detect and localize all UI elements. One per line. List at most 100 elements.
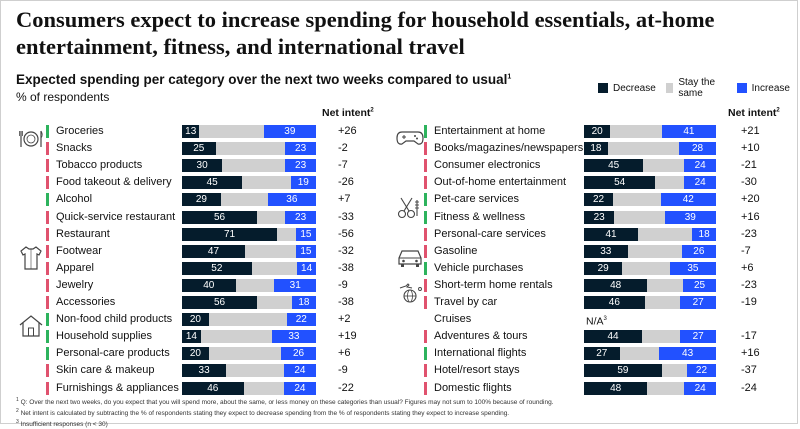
bar-segment-decrease: 20 — [584, 125, 611, 138]
row-label: Groceries — [56, 125, 104, 137]
bar-row: International flights 27 43 +16 — [424, 346, 781, 361]
bar-segment-same — [607, 142, 680, 156]
net-intent-value: -9 — [338, 278, 348, 291]
data-label-decrease: 29 — [195, 194, 207, 206]
row-label: Apparel — [56, 261, 94, 274]
legend-swatch-increase — [736, 83, 747, 93]
row-label: Short-term home rentals — [434, 278, 553, 291]
bar-segment-same — [244, 244, 296, 258]
bar-segment-increase: 23 — [285, 142, 316, 156]
bar-segment-same — [199, 125, 264, 138]
food-icon — [19, 130, 43, 147]
bar-segment-same — [251, 261, 298, 275]
data-label-increase: 23 — [295, 211, 307, 223]
bar-segment-increase: 24 — [684, 381, 716, 395]
bar-row: Household supplies 14 33 +19 — [46, 329, 378, 344]
bar-segment-increase: 23 — [285, 159, 316, 173]
net-intent-value: -23 — [741, 278, 757, 291]
net-intent-value: -9 — [338, 364, 348, 377]
footnote-1: 1 Q: Over the next two weeks, do you exp… — [16, 396, 554, 407]
bar-segment-decrease: 29 — [182, 193, 221, 207]
bar-segment-decrease: 20 — [182, 347, 209, 361]
row-label: Quick-service restaurant — [56, 210, 176, 223]
row-label: Fitness & wellness — [434, 210, 526, 223]
bar-row: Tobacco products 30 23 -7 — [46, 158, 378, 173]
bar-segment-decrease: 54 — [584, 176, 656, 190]
stacked-bar: 25 23 — [182, 142, 316, 156]
data-label-increase: 19 — [297, 177, 309, 189]
data-label-decrease: 41 — [605, 228, 617, 240]
net-intent-value: +19 — [338, 330, 357, 343]
category-marker — [424, 364, 427, 378]
data-label-decrease: 45 — [608, 160, 620, 172]
category-marker — [424, 330, 427, 344]
data-label-decrease: 46 — [207, 382, 219, 394]
bar-segment-same — [642, 330, 681, 344]
legend-label-increase: Increase — [751, 82, 790, 94]
row-label: Jewelry — [56, 278, 94, 291]
bar-segment-same — [208, 313, 287, 327]
bar-segment-increase: 18 — [692, 227, 716, 241]
stacked-bar: 45 19 — [182, 176, 316, 190]
data-label-increase: 33 — [288, 331, 300, 343]
category-marker — [46, 313, 49, 327]
row-label: Cruises — [434, 313, 472, 326]
legend-item-same: Stay the same — [665, 77, 727, 99]
bar-segment-increase: 15 — [295, 244, 316, 258]
data-label-decrease: 23 — [593, 211, 605, 223]
data-label-increase: 15 — [300, 228, 312, 240]
stacked-bar: 56 18 — [182, 296, 316, 309]
data-label-decrease: 20 — [591, 126, 603, 137]
bar-segment-decrease: 22 — [584, 193, 614, 207]
bar-row: Restaurant 71 15 -56 — [46, 227, 378, 242]
bar-row: Fitness & wellness 23 39 +16 — [424, 210, 781, 225]
stacked-bar: 56 23 — [182, 210, 316, 224]
data-label-increase: 31 — [289, 279, 301, 291]
data-label-decrease: 71 — [224, 228, 236, 240]
row-label: Adventures & tours — [434, 330, 528, 343]
bar-segment-increase: 19 — [290, 176, 316, 190]
bar-segment-increase: 22 — [286, 313, 316, 327]
row-label: Footwear — [56, 244, 102, 257]
stacked-bar: 20 26 — [182, 347, 316, 361]
stacked-bar: 33 26 — [584, 244, 716, 258]
data-label-decrease: 40 — [203, 279, 215, 291]
net-intent-value: -23 — [741, 227, 757, 240]
footnote-1-mark: 1 — [16, 397, 19, 403]
data-label-increase: 24 — [294, 382, 306, 394]
bar-segment-decrease: 30 — [182, 159, 223, 173]
data-label-increase: 27 — [692, 331, 704, 343]
bar-segment-same — [277, 227, 296, 241]
chart-title: Consumers expect to increase spending fo… — [16, 7, 715, 59]
bar-segment-same — [208, 347, 282, 361]
row-label: Out-of-home entertainment — [434, 176, 567, 189]
legend-item-increase: Increase — [736, 82, 790, 94]
bar-segment-decrease: 20 — [182, 313, 209, 327]
bar-segment-increase: 24 — [684, 159, 716, 173]
row-label: Gasoline — [434, 244, 478, 257]
data-label-increase: 27 — [692, 297, 704, 308]
category-marker — [46, 176, 49, 190]
footnote-1-text: Q: Over the next two weeks, do you expec… — [20, 399, 554, 407]
data-label-increase: 25 — [693, 279, 706, 291]
data-label-decrease: 52 — [211, 262, 223, 274]
bar-segment-same — [220, 193, 268, 207]
stacked-bar: 29 35 — [584, 261, 716, 275]
bar-row: Skin care & makeup 33 24 -9 — [46, 363, 378, 378]
bar-segment-increase: 28 — [679, 142, 716, 156]
category-marker — [46, 227, 49, 241]
legend-swatch-same — [665, 83, 674, 93]
bar-segment-decrease: 33 — [584, 244, 628, 258]
net-intent-value: +7 — [338, 193, 351, 206]
bar-segment-decrease: 71 — [182, 227, 278, 241]
bar-row: Entertainment at home 20 41 +21 — [424, 124, 781, 139]
data-label-increase: 41 — [683, 126, 695, 137]
bar-segment-decrease: 59 — [584, 364, 662, 378]
not-available-label: N/A3 — [586, 312, 607, 330]
data-label-decrease: 25 — [193, 143, 205, 155]
bar-segment-increase: 27 — [680, 330, 716, 344]
category-marker — [46, 261, 49, 275]
data-label-increase: 14 — [301, 262, 313, 274]
bar-segment-decrease: 40 — [182, 278, 236, 292]
bar-segment-decrease: 44 — [584, 330, 643, 344]
